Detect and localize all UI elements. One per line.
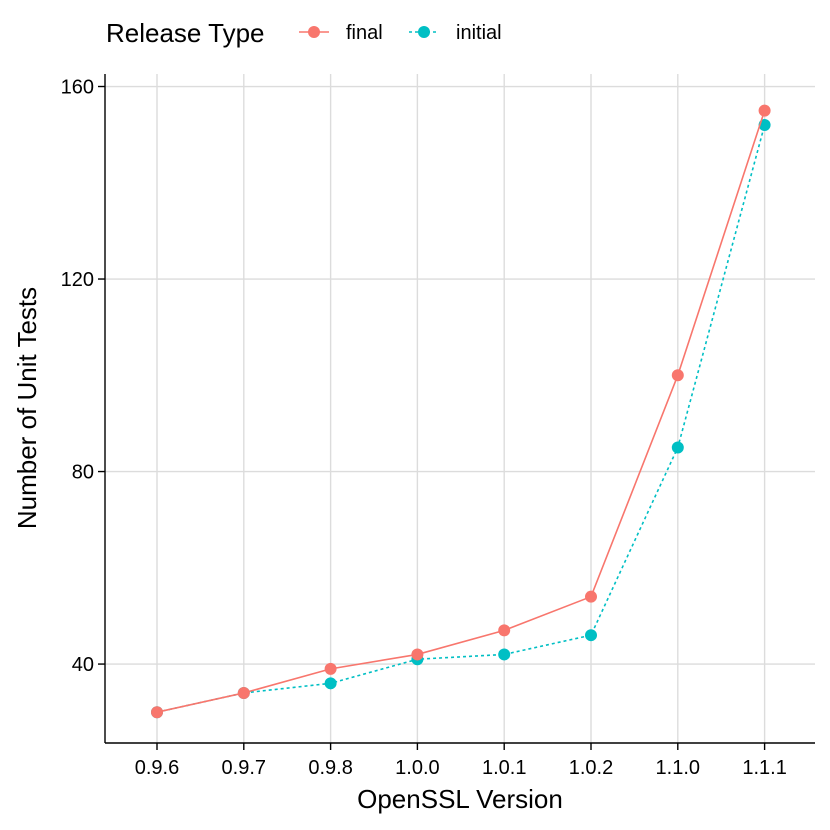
- legend: Release Type final initial: [106, 18, 502, 48]
- series: [151, 104, 771, 719]
- axes: [104, 74, 815, 744]
- legend-items: final initial: [299, 22, 502, 44]
- axis-ticks: 0.9.6 0.9.7 0.9.8 1.0.0 1.0.1 1.0.2 1.1.0 1.1.1…: [61, 77, 787, 779]
- legend-key-point: [418, 26, 430, 38]
- y-tick-label: 40: [72, 654, 94, 676]
- data-point-final: [151, 706, 163, 719]
- grid-lines: [105, 74, 815, 743]
- legend-item-final: final: [299, 22, 383, 44]
- data-point-initial: [585, 629, 597, 642]
- x-tick-label: 1.1.1: [742, 757, 786, 779]
- legend-title: Release Type: [106, 18, 265, 48]
- data-point-final: [671, 369, 684, 382]
- y-tick-label: 160: [61, 77, 94, 99]
- legend-item-initial: initial: [409, 22, 502, 44]
- legend-label: initial: [456, 22, 502, 44]
- data-point-final: [324, 662, 337, 675]
- x-tick-label: 0.9.6: [135, 757, 179, 779]
- x-tick-label: 1.1.0: [656, 757, 700, 779]
- y-tick-label: 80: [72, 462, 94, 484]
- x-tick-label: 1.0.2: [569, 757, 613, 779]
- y-axis-title: Number of Unit Tests: [12, 287, 42, 529]
- legend-key-point: [308, 26, 320, 38]
- data-point-final: [237, 686, 250, 699]
- series-final: [151, 104, 771, 719]
- legend-label: final: [346, 22, 383, 44]
- data-point-initial: [324, 677, 337, 690]
- series-line-final: [156, 110, 766, 713]
- x-tick-label: 0.9.8: [308, 757, 352, 779]
- data-point-final: [758, 104, 771, 117]
- x-tick-label: 1.0.1: [482, 757, 526, 779]
- series-line-initial: [156, 124, 766, 713]
- x-tick-label: 1.0.0: [395, 757, 439, 779]
- data-point-final: [498, 624, 511, 637]
- x-tick-label: 0.9.7: [222, 757, 266, 779]
- data-point-initial: [498, 648, 511, 661]
- data-point-final: [411, 648, 424, 661]
- x-axis-title: OpenSSL Version: [357, 784, 563, 814]
- y-tick-label: 120: [61, 269, 94, 291]
- data-point-final: [585, 590, 597, 603]
- data-point-initial: [671, 441, 684, 454]
